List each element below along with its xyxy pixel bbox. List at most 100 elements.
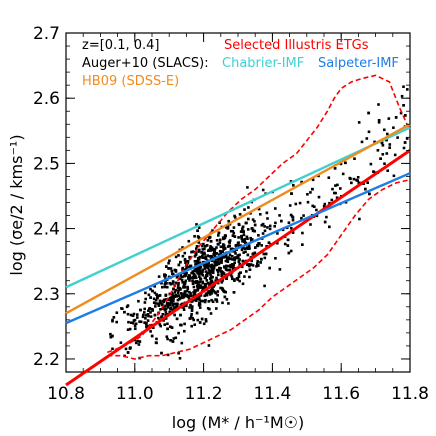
scatter-point xyxy=(204,257,208,260)
scatter-point xyxy=(240,234,243,238)
scatter-point xyxy=(191,282,195,285)
scatter-point xyxy=(224,234,227,237)
scatter-point xyxy=(247,263,251,267)
scatter-point xyxy=(191,317,194,320)
scatter-point xyxy=(205,279,209,282)
scatter-point xyxy=(201,270,204,274)
scatter-point xyxy=(388,146,391,149)
scatter-point xyxy=(227,240,231,244)
scatter-point xyxy=(177,331,180,335)
scatter-point xyxy=(404,114,407,117)
scatter-point xyxy=(236,243,240,247)
scatter-point xyxy=(182,305,185,309)
scatter-point xyxy=(166,327,169,331)
scatter-point xyxy=(261,232,265,235)
scatter-point xyxy=(250,238,253,242)
scatter-point xyxy=(240,248,244,252)
scatter-point xyxy=(215,300,219,303)
scatter-point xyxy=(231,277,234,281)
scatter-point xyxy=(213,247,217,251)
scatter-point xyxy=(311,178,315,182)
scatter-point xyxy=(157,275,161,278)
scatter-point xyxy=(183,329,186,333)
scatter-point xyxy=(226,257,229,261)
y-tick-label: 2.2 xyxy=(33,350,60,370)
scatter-point xyxy=(311,204,314,208)
scatter-point xyxy=(161,303,164,306)
scatter-point xyxy=(209,240,213,243)
scatter-point xyxy=(192,318,195,322)
scatter-point xyxy=(207,271,210,274)
scatter-point xyxy=(208,264,212,267)
scatter-point xyxy=(198,248,201,252)
scatter-point xyxy=(199,294,203,297)
scatter-point xyxy=(193,269,196,272)
scatter-point xyxy=(181,254,185,258)
x-tick-label: 11.4 xyxy=(253,384,291,404)
scatter-point xyxy=(265,211,269,215)
scatter-point xyxy=(182,292,186,296)
scatter-point xyxy=(306,200,310,204)
scatter-point xyxy=(177,263,181,267)
scatter-point xyxy=(210,259,214,263)
scatter-point xyxy=(301,231,304,235)
scatter-point xyxy=(209,281,212,284)
scatter-point xyxy=(177,281,180,285)
scatter-point xyxy=(111,319,114,323)
scatter-point xyxy=(215,263,219,266)
scatter-point xyxy=(257,242,260,245)
scatter-point xyxy=(352,177,356,181)
scatter-point xyxy=(192,294,196,297)
scatter-point xyxy=(344,161,347,165)
scatter-point xyxy=(244,221,248,225)
scatter-point xyxy=(287,221,291,224)
scatter-point xyxy=(168,302,172,306)
scatter-point xyxy=(163,274,166,278)
y-axis-title: log (σe/2 / kms⁻¹) xyxy=(7,134,26,275)
scatter-point xyxy=(230,275,234,278)
scatter-point xyxy=(174,255,178,259)
scatter-point xyxy=(169,307,172,311)
scatter-point xyxy=(242,233,246,237)
scatter-point xyxy=(379,157,382,160)
scatter-point xyxy=(176,286,180,290)
scatter-point xyxy=(388,143,392,146)
scatter-point xyxy=(203,247,206,251)
scatter-point xyxy=(177,289,180,293)
scatter-point xyxy=(147,293,151,297)
scatter-point xyxy=(230,247,234,251)
scatter-point xyxy=(150,334,154,338)
scatter-point xyxy=(226,260,230,263)
scatter-point xyxy=(141,315,145,319)
scatter-point xyxy=(204,255,207,259)
scatter-point xyxy=(339,187,342,190)
scatter-point xyxy=(183,290,187,293)
scatter-point xyxy=(251,264,255,267)
scatter-point xyxy=(153,313,157,317)
scatter-point xyxy=(183,258,187,261)
scatter-point xyxy=(149,296,152,299)
scatter-point xyxy=(199,286,203,289)
scatter-point xyxy=(198,306,202,309)
scatter-point xyxy=(328,201,331,205)
scatter-point xyxy=(257,234,260,237)
scatter-point xyxy=(334,184,337,187)
scatter-point xyxy=(368,192,371,196)
scatter-point xyxy=(220,281,224,284)
scatter-point xyxy=(224,259,228,263)
scatter-point xyxy=(246,263,249,267)
scatter-point xyxy=(201,268,204,272)
scatter-point xyxy=(173,306,176,309)
scatter-point xyxy=(237,260,241,263)
scatter-point xyxy=(124,347,128,351)
scatter-point xyxy=(259,213,262,216)
scatter-point xyxy=(300,216,303,220)
scatter-point xyxy=(231,255,234,258)
scatter-point xyxy=(207,261,210,265)
scatter-point xyxy=(197,226,201,229)
scatter-point xyxy=(229,273,233,277)
scatter-point xyxy=(227,219,230,223)
scatter-point xyxy=(157,304,161,307)
scatter-point xyxy=(193,255,197,258)
scatter-point xyxy=(262,252,266,256)
